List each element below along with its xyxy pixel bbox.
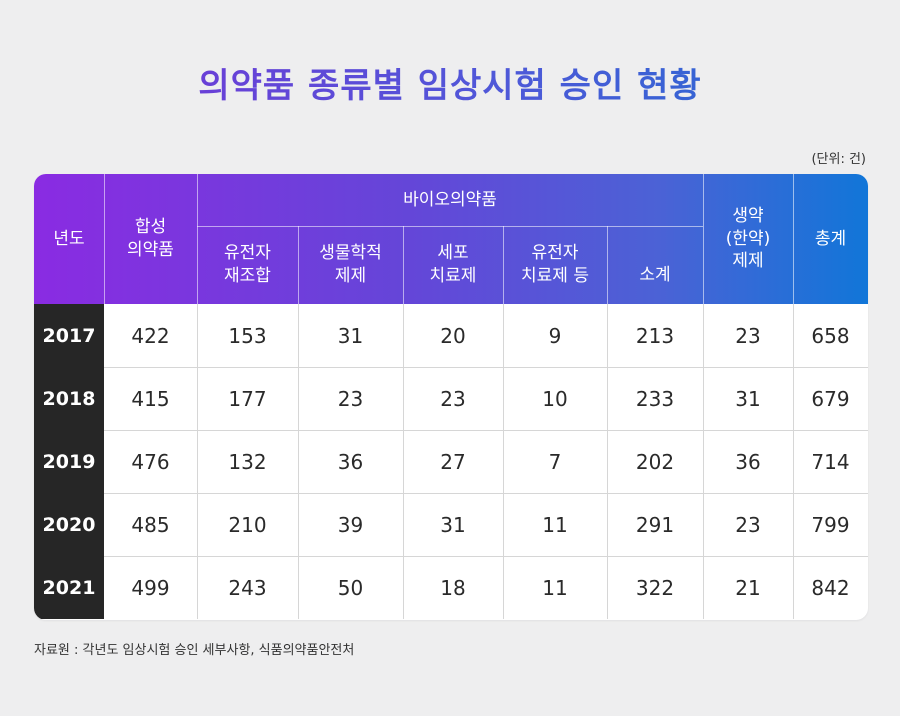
year-cell: 2017	[34, 304, 104, 367]
value-cell: 23	[440, 386, 466, 411]
year-cell: 2021	[34, 556, 104, 619]
value-cell: 31	[735, 386, 761, 411]
source-note: 자료원 : 각년도 임상시험 승인 세부사항, 식품의약품안전처	[34, 643, 355, 658]
table-row: 2020 485 210 39 31 11 291 23 799	[34, 493, 868, 556]
year-cell: 2020	[34, 493, 104, 556]
column-divider	[403, 304, 404, 619]
value-cell: 291	[635, 512, 675, 537]
value-cell: 153	[228, 323, 267, 348]
header-herbal: 생약 (한약) 제제	[725, 205, 771, 272]
column-divider	[298, 304, 299, 619]
value-cell: 485	[131, 512, 170, 537]
value-cell: 27	[440, 449, 466, 474]
header-bio-group: 바이오의약품	[403, 189, 497, 210]
value-cell: 31	[440, 512, 466, 537]
value-cell: 679	[811, 386, 850, 411]
value-cell: 18	[440, 575, 466, 600]
value-cell: 213	[635, 323, 675, 348]
value-cell: 23	[735, 512, 761, 537]
value-cell: 322	[635, 575, 675, 600]
data-table: 년도 합성 의약품 바이오의약품 유전자 재조합 생물학적 제제 세포 치료제 …	[34, 174, 868, 620]
row-divider	[104, 430, 868, 431]
value-cell: 243	[228, 575, 267, 600]
column-divider	[793, 304, 794, 619]
value-cell: 11	[542, 512, 568, 537]
value-cell: 10	[542, 386, 568, 411]
header-bio-recombinant: 유전자 재조합	[224, 243, 271, 286]
table-row: 2018 415 177 23 23 10 233 31 679	[34, 367, 868, 430]
value-cell: 50	[337, 575, 364, 600]
header-synthetic: 합성 의약품	[127, 217, 174, 260]
table-row: 2019 476 132 36 27 7 202 36 714	[34, 430, 868, 493]
value-cell: 132	[228, 449, 267, 474]
value-cell: 842	[811, 575, 850, 600]
value-cell: 210	[228, 512, 267, 537]
value-cell: 21	[735, 575, 761, 600]
column-divider	[197, 304, 198, 619]
value-cell: 23	[337, 386, 364, 411]
value-cell: 415	[131, 386, 170, 411]
year-cell: 2019	[34, 430, 104, 493]
header-bio-biological: 생물학적 제제	[319, 243, 382, 286]
column-divider	[503, 304, 504, 619]
column-divider	[607, 304, 608, 619]
value-cell: 11	[542, 575, 568, 600]
value-cell: 476	[131, 449, 170, 474]
column-divider	[703, 304, 704, 619]
year-cell: 2018	[34, 367, 104, 430]
value-cell: 23	[735, 323, 761, 348]
header-bio-cell: 세포 치료제	[429, 243, 477, 286]
table-row: 2021 499 243 50 18 11 322 21 842	[34, 556, 868, 619]
value-cell: 202	[635, 449, 675, 474]
value-cell: 9	[548, 323, 562, 348]
value-cell: 39	[337, 512, 364, 537]
value-cell: 7	[548, 449, 562, 474]
table-header	[34, 174, 868, 304]
value-cell: 799	[811, 512, 850, 537]
value-cell: 233	[635, 386, 675, 411]
table-row: 2017 422 153 31 20 9 213 23 658	[34, 304, 868, 367]
header-bio-gene: 유전자 치료제 등	[521, 243, 589, 286]
value-cell: 658	[811, 323, 850, 348]
header-bio-subtotal: 소계	[639, 264, 671, 285]
row-divider	[104, 493, 868, 494]
value-cell: 499	[131, 575, 170, 600]
unit-label: (단위: 건)	[811, 152, 866, 167]
value-cell: 177	[228, 386, 267, 411]
value-cell: 36	[735, 449, 761, 474]
header-year: 년도	[53, 228, 85, 249]
row-divider	[104, 556, 868, 557]
row-divider	[104, 367, 868, 368]
value-cell: 36	[337, 449, 364, 474]
value-cell: 422	[131, 323, 170, 348]
header-total: 총계	[814, 228, 847, 249]
value-cell: 20	[440, 323, 466, 348]
value-cell: 31	[337, 323, 364, 348]
value-cell: 714	[811, 449, 850, 474]
chart-title: 의약품 종류별 임상시험 승인 현황	[0, 58, 900, 107]
